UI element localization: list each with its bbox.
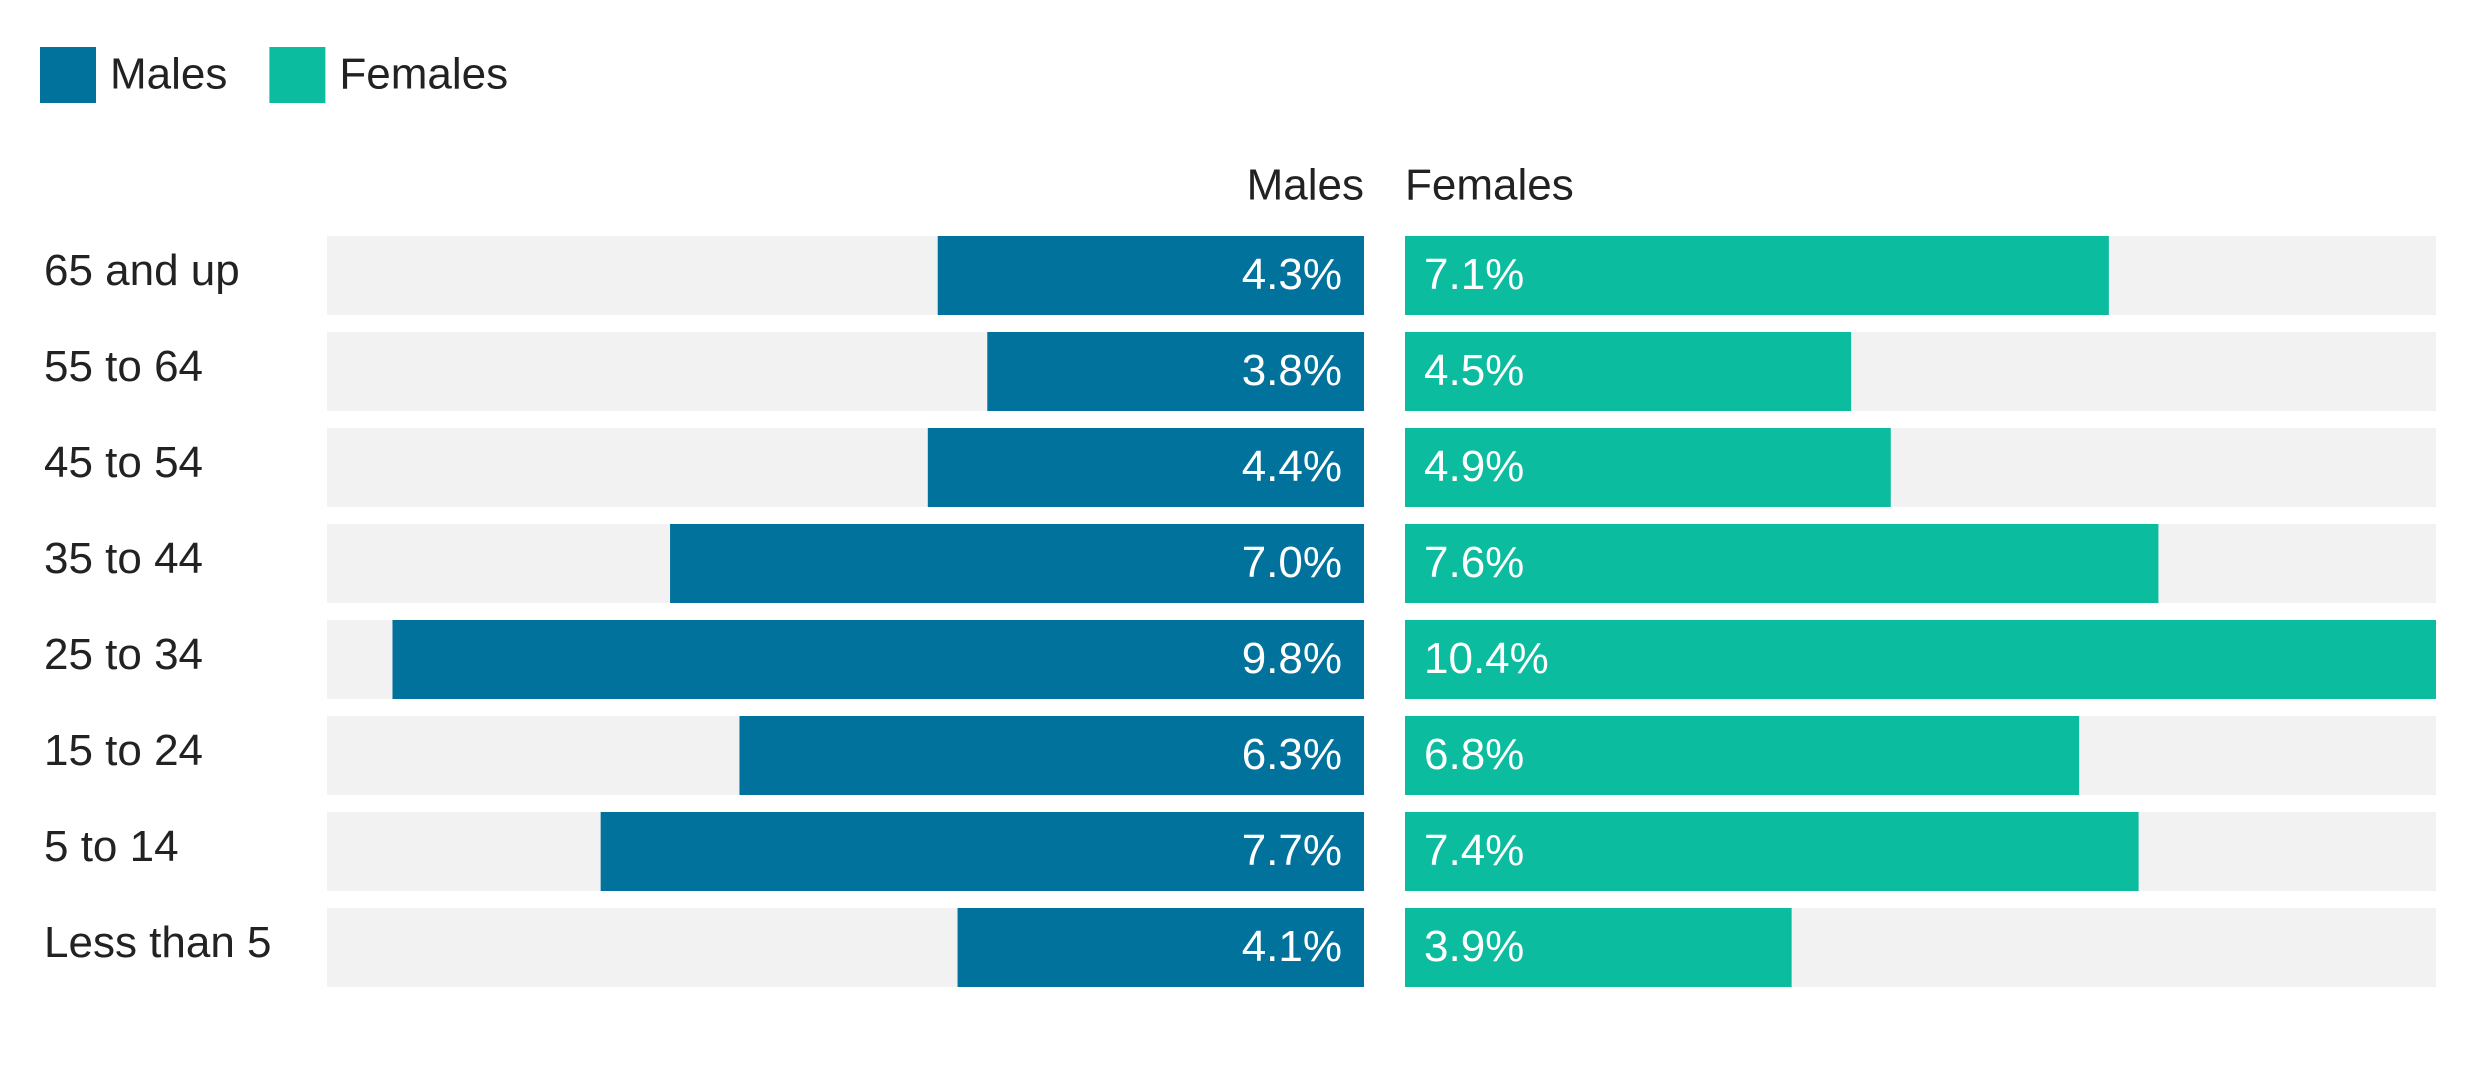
- bar: [739, 716, 1364, 795]
- legend-swatch: [269, 47, 326, 103]
- value-label: 4.1%: [1242, 922, 1342, 971]
- category-label: 65 and up: [44, 246, 240, 295]
- value-label: 9.8%: [1242, 634, 1342, 683]
- bar: [1405, 812, 2139, 891]
- value-label: 4.9%: [1424, 442, 1524, 491]
- bar: [1405, 908, 1792, 987]
- value-label: 7.1%: [1424, 250, 1524, 299]
- bar: [600, 812, 1364, 891]
- value-label: 4.4%: [1242, 442, 1342, 491]
- category-label: 25 to 34: [44, 630, 203, 679]
- bar: [1405, 332, 1852, 411]
- category-label: 45 to 54: [44, 438, 203, 487]
- bar: [957, 908, 1364, 987]
- bar: [1405, 236, 2109, 315]
- category-label: 55 to 64: [44, 342, 203, 391]
- category-label: Less than 5: [44, 918, 272, 967]
- value-label: 6.3%: [1242, 730, 1342, 779]
- bar: [987, 332, 1364, 411]
- value-label: 7.6%: [1424, 538, 1524, 587]
- value-label: 7.7%: [1242, 826, 1342, 875]
- bar: [670, 524, 1364, 603]
- bar: [1405, 524, 2159, 603]
- value-label: 6.8%: [1424, 730, 1524, 779]
- legend-swatch: [40, 47, 96, 103]
- bar: [1405, 620, 2436, 699]
- value-label: 3.8%: [1242, 346, 1342, 395]
- category-label: 15 to 24: [44, 726, 203, 775]
- value-label: 7.0%: [1242, 538, 1342, 587]
- bar: [937, 236, 1364, 315]
- category-label: 5 to 14: [44, 822, 179, 871]
- column-header: Females: [1405, 161, 1574, 210]
- value-label: 10.4%: [1424, 634, 1549, 683]
- bar: [392, 620, 1364, 699]
- value-label: 4.3%: [1242, 250, 1342, 299]
- legend-label: Males: [110, 50, 227, 99]
- category-label: 35 to 44: [44, 534, 203, 583]
- value-label: 7.4%: [1424, 826, 1524, 875]
- bar: [927, 428, 1364, 507]
- legend-label: Females: [339, 50, 508, 99]
- value-label: 4.5%: [1424, 346, 1524, 395]
- bar: [1405, 716, 2080, 795]
- bar: [1405, 428, 1891, 507]
- column-header: Males: [1247, 161, 1364, 210]
- value-label: 3.9%: [1424, 922, 1524, 971]
